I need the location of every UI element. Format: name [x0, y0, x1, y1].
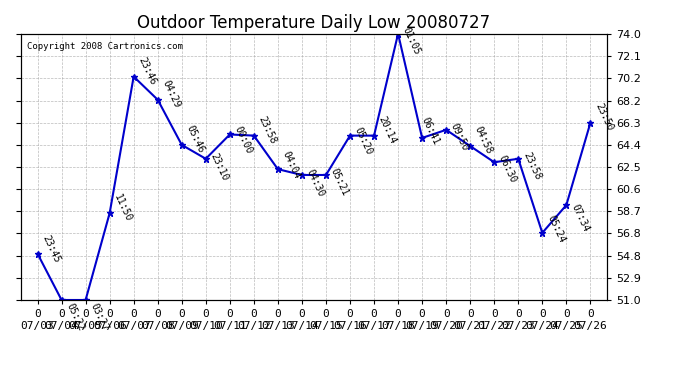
Text: 11:50: 11:50	[112, 192, 134, 223]
Text: Copyright 2008 Cartronics.com: Copyright 2008 Cartronics.com	[26, 42, 182, 51]
Text: 23:58: 23:58	[257, 115, 278, 146]
Text: 04:30: 04:30	[305, 168, 326, 199]
Text: 05:46: 05:46	[184, 124, 206, 155]
Title: Outdoor Temperature Daily Low 20080727: Outdoor Temperature Daily Low 20080727	[137, 14, 491, 32]
Text: 01:05: 01:05	[401, 25, 422, 56]
Text: 20:14: 20:14	[377, 115, 398, 146]
Text: 05:24: 05:24	[545, 213, 566, 244]
Text: 23:46: 23:46	[137, 56, 158, 87]
Text: 04:58: 04:58	[473, 125, 495, 156]
Text: 05:22: 05:22	[64, 301, 86, 332]
Text: 04:29: 04:29	[161, 79, 182, 110]
Text: 23:58: 23:58	[521, 150, 542, 181]
Text: 23:10: 23:10	[208, 152, 230, 183]
Text: 00:00: 00:00	[233, 124, 254, 156]
Text: 05:20: 05:20	[353, 126, 374, 157]
Text: 03:27: 03:27	[88, 301, 110, 332]
Text: 23:50: 23:50	[593, 102, 615, 133]
Text: 06:41: 06:41	[420, 116, 441, 146]
Text: 07:34: 07:34	[569, 202, 591, 233]
Text: 06:30: 06:30	[497, 154, 518, 184]
Text: 09:50: 09:50	[449, 122, 471, 152]
Text: 23:45: 23:45	[40, 234, 62, 265]
Text: 04:04: 04:04	[281, 150, 302, 180]
Text: 05:21: 05:21	[328, 166, 351, 197]
